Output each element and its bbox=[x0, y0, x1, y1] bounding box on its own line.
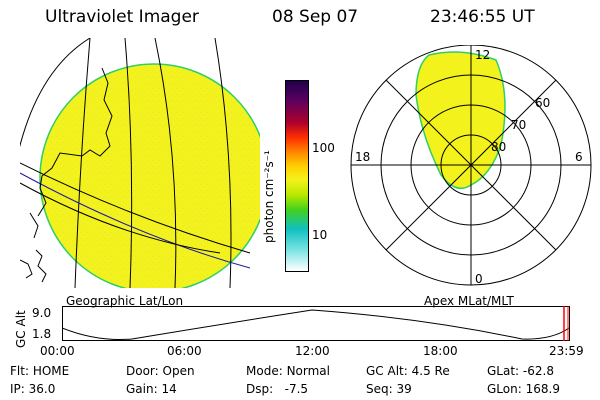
apex-panel-label: Apex MLat/MLT bbox=[424, 294, 514, 308]
track-line bbox=[20, 172, 251, 269]
meridian-line bbox=[74, 38, 91, 288]
meridian-line bbox=[124, 38, 133, 288]
mlt-label-6: 6 bbox=[575, 150, 583, 164]
colorbar-tick-100: 100 bbox=[312, 141, 335, 155]
geographic-image-panel bbox=[20, 38, 260, 288]
mlt-label-0: 0 bbox=[475, 272, 483, 286]
meridian-line bbox=[154, 38, 177, 288]
info-glat: GLat: -62.8 bbox=[487, 364, 554, 378]
time-tick-0000: 00:00 bbox=[40, 344, 75, 358]
altitude-plot-frame bbox=[62, 306, 570, 341]
info-dsp: Dsp: -7.5 bbox=[246, 382, 309, 396]
time-tick-0600: 06:00 bbox=[167, 344, 202, 358]
geographic-panel-label: Geographic Lat/Lon bbox=[66, 294, 184, 308]
coastline bbox=[29, 212, 39, 239]
info-gc-alt: GC Alt: 4.5 Re bbox=[366, 364, 450, 378]
info-glon: GLon: 168.9 bbox=[487, 382, 560, 396]
altitude-plot bbox=[62, 306, 570, 341]
limb-arc bbox=[20, 38, 91, 148]
latitude-line bbox=[20, 182, 221, 254]
lat-label-60: 60 bbox=[535, 96, 550, 110]
coastline bbox=[37, 67, 113, 217]
lat-label-70: 70 bbox=[511, 118, 526, 132]
info-mode: Mode: Normal bbox=[246, 364, 330, 378]
altitude-curve bbox=[62, 309, 570, 340]
auroral-emission-region bbox=[415, 51, 506, 190]
mlt-label-12: 12 bbox=[475, 48, 490, 62]
time-tick-1200: 12:00 bbox=[295, 344, 330, 358]
info-ip: IP: 36.0 bbox=[10, 382, 56, 396]
mlt-axis-diagonal bbox=[385, 79, 557, 251]
colorbar-tick-10: 10 bbox=[312, 228, 328, 242]
altitude-tick-high: 9.0 bbox=[32, 306, 52, 320]
instrument-title: Ultraviolet Imager bbox=[45, 7, 199, 27]
info-gain: Gain: 14 bbox=[126, 382, 177, 396]
time-tick-1800: 18:00 bbox=[423, 344, 458, 358]
color-scale-bar bbox=[285, 80, 309, 272]
altitude-axis-label: GC Alt bbox=[14, 310, 28, 348]
date-label: 08 Sep 07 bbox=[272, 7, 359, 27]
latitude-line bbox=[20, 162, 251, 254]
polar-plot: 12 18 6 0 60 70 80 bbox=[350, 45, 592, 286]
lat-label-80: 80 bbox=[491, 140, 506, 154]
info-flt: Flt: HOME bbox=[10, 364, 70, 378]
altitude-tick-low: 1.8 bbox=[32, 327, 52, 341]
meridian-line bbox=[214, 38, 232, 288]
coastline bbox=[20, 259, 33, 279]
earth-disk bbox=[39, 63, 260, 288]
coastline bbox=[35, 249, 47, 283]
time-label: 23:46:55 UT bbox=[430, 7, 535, 27]
colorbar-unit-label: photon cm⁻²s⁻¹ bbox=[262, 150, 276, 243]
info-seq: Seq: 39 bbox=[366, 382, 412, 396]
info-door: Door: Open bbox=[126, 364, 195, 378]
mlt-label-18: 18 bbox=[355, 150, 370, 164]
time-tick-2359: 23:59 bbox=[549, 344, 584, 358]
